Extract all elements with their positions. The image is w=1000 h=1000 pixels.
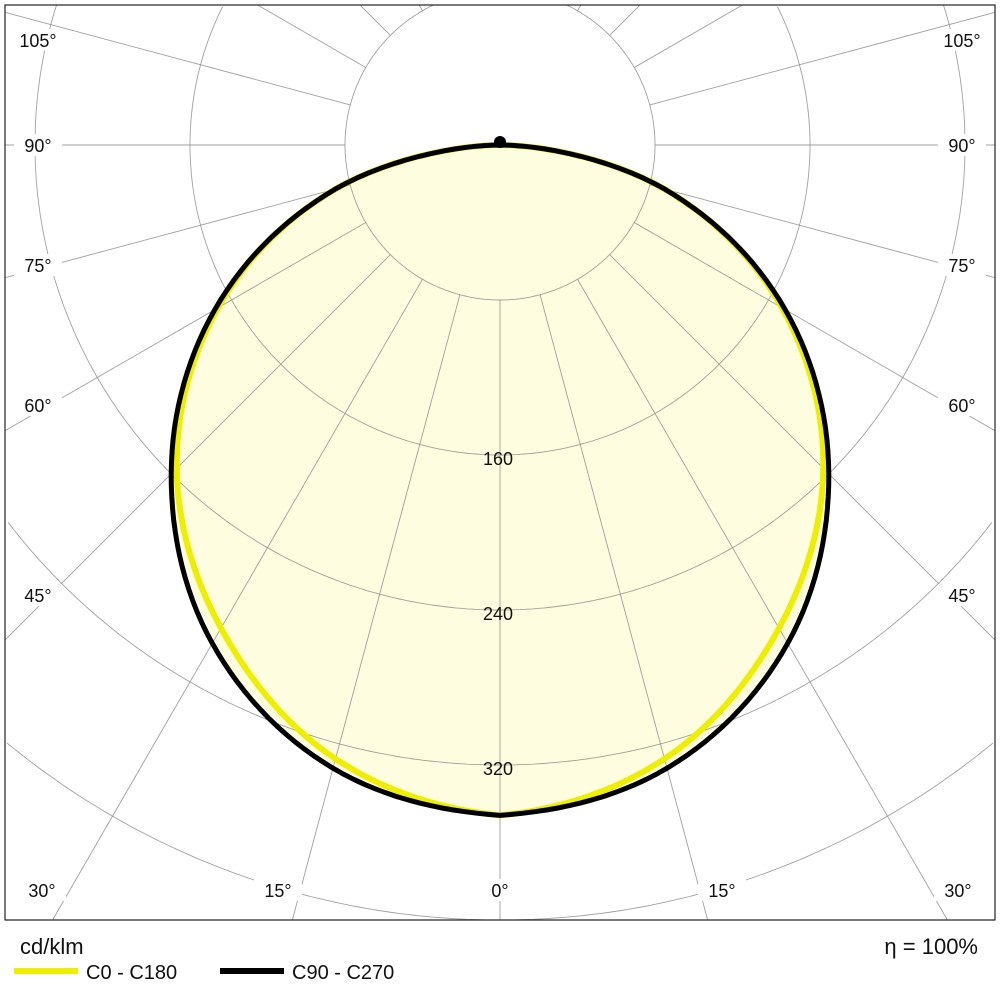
legend-swatch-c0	[14, 968, 78, 974]
label-background	[476, 879, 524, 901]
grid-spoke	[359, 4, 391, 36]
label-background	[938, 394, 986, 416]
grid-circle	[344, 4, 656, 301]
efficiency-label: η = 100%	[884, 934, 978, 959]
grid-spoke	[418, 4, 423, 11]
plot-frame	[4, 4, 996, 921]
grid-spoke	[257, 4, 366, 68]
grid-spoke	[634, 4, 743, 68]
grid-spoke	[52, 279, 423, 921]
label-background	[254, 879, 302, 901]
angle-tick-label: 15°	[264, 881, 291, 901]
label-background	[18, 879, 66, 901]
angle-tick-label: 75°	[948, 256, 975, 276]
label-background	[14, 394, 62, 416]
grid-spoke	[649, 184, 996, 279]
grid-spoke	[649, 11, 996, 106]
grid-spoke	[577, 4, 582, 11]
radial-tick-label: 160	[483, 449, 513, 469]
grid-spoke	[609, 254, 996, 641]
angle-tick-label: 105°	[943, 31, 980, 51]
label-background	[938, 254, 986, 276]
angle-tick-label: 45°	[24, 586, 51, 606]
grid-spoke	[4, 222, 366, 432]
label-background	[938, 134, 986, 156]
grid-spoke	[4, 254, 391, 641]
angle-tick-label: 75°	[24, 256, 51, 276]
origin-marker	[494, 136, 506, 148]
label-background	[14, 254, 62, 276]
label-background	[934, 879, 982, 901]
grid-spoke	[539, 294, 709, 921]
grid-spoke	[4, 184, 351, 279]
angle-tick-label: 15°	[708, 881, 735, 901]
label-background	[938, 29, 986, 51]
label-background	[14, 134, 62, 156]
grid-circle	[189, 6, 811, 456]
grid-spoke	[577, 279, 948, 921]
unit-label: cd/klm	[20, 934, 84, 959]
grid-spoke	[634, 222, 996, 432]
angle-tick-label: 90°	[24, 136, 51, 156]
series-curve-c90-c270	[168, 142, 832, 818]
angle-tick-label: 0°	[491, 881, 508, 901]
angle-tick-label: 105°	[19, 31, 56, 51]
legend-label-c90: C90 - C270	[292, 962, 395, 984]
angle-tick-label: 60°	[24, 396, 51, 416]
angle-tick-label: 30°	[28, 881, 55, 901]
label-background	[938, 584, 986, 606]
grid-spoke	[4, 11, 351, 106]
radial-tick-label: 320	[483, 759, 513, 779]
label-background	[698, 879, 746, 901]
grid-spoke	[291, 294, 461, 921]
angle-tick-label: 30°	[944, 881, 971, 901]
angle-tick-label: 45°	[948, 586, 975, 606]
legend-label-c0: C0 - C180	[86, 962, 178, 984]
label-background	[14, 29, 62, 51]
grid-spoke	[609, 4, 641, 36]
radial-tick-label: 240	[483, 604, 513, 624]
label-background	[14, 584, 62, 606]
legend-swatch-c90	[220, 968, 284, 974]
angle-tick-label: 60°	[948, 396, 975, 416]
angle-tick-label: 90°	[948, 136, 975, 156]
